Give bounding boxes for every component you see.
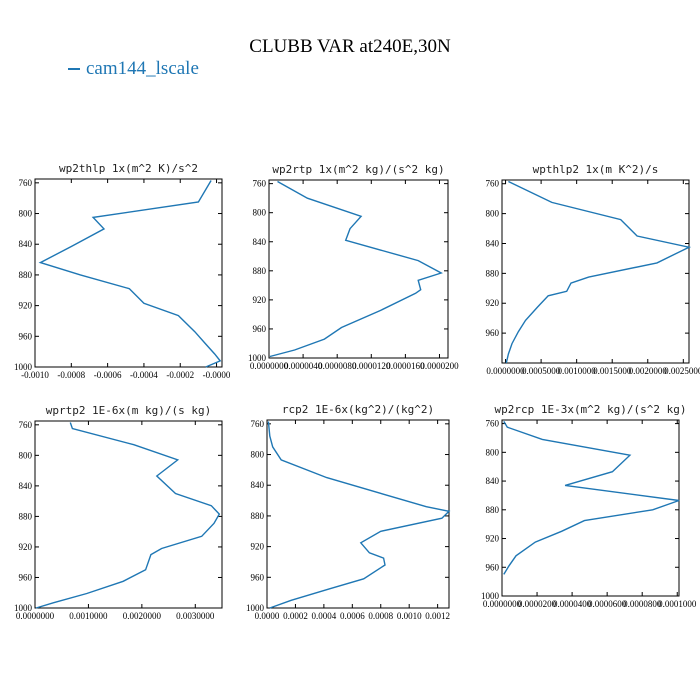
y-tick-label: 880: [251, 511, 265, 521]
y-tick-label: 960: [486, 328, 500, 338]
series-line: [267, 421, 451, 609]
y-tick-label: 760: [486, 179, 500, 189]
plot-title: wprtp2 1E-6x(m kg)/(s kg): [46, 404, 212, 417]
x-tick-label: 0.0000160: [386, 361, 425, 371]
x-tick-label: 0.0030000: [176, 611, 215, 621]
series-line: [269, 180, 443, 358]
y-tick-label: 840: [486, 238, 500, 248]
plot-frame: [34, 420, 223, 609]
x-tick-label: 0.0000000: [486, 366, 525, 376]
y-tick-label: 920: [251, 542, 265, 552]
x-tick-label: 0.0020000: [629, 366, 668, 376]
x-tick-label: 0.0000800: [623, 599, 662, 609]
legend-line-swatch: [68, 68, 80, 70]
y-tick-label: 960: [19, 572, 33, 582]
x-tick-label: 0.0000080: [318, 361, 357, 371]
x-tick-label: 0.0000040: [284, 361, 323, 371]
x-tick-label: 0.0005000: [522, 366, 561, 376]
x-tick-label: -0.0008: [57, 370, 85, 380]
y-tick-label: 960: [19, 331, 33, 341]
y-tick-label: 880: [486, 505, 500, 515]
y-tick-label: 840: [19, 481, 33, 491]
y-tick-label: 840: [19, 239, 33, 249]
plot-frame: [266, 419, 450, 609]
y-tick-label: 960: [486, 562, 500, 572]
y-tick-label: 880: [253, 266, 267, 276]
plot-title: wp2thlp 1x(m^2 K)/s^2: [59, 162, 198, 175]
y-tick-label: 1000: [14, 603, 33, 613]
x-tick-label: 0.0000000: [16, 611, 55, 621]
plot-frame: [501, 179, 690, 364]
y-tick-label: 1000: [14, 362, 33, 372]
x-tick-label: 0.0008: [368, 611, 393, 621]
y-tick-label: 840: [486, 476, 500, 486]
x-tick-label: -0.0004: [130, 370, 158, 380]
x-tick-label: -0.0010: [21, 370, 49, 380]
x-tick-label: -0.0000: [203, 370, 231, 380]
y-tick-label: 800: [251, 450, 265, 460]
y-tick-label: 800: [253, 208, 267, 218]
y-tick-label: 920: [253, 295, 267, 305]
y-tick-label: 960: [253, 324, 267, 334]
x-tick-label: 0.0010000: [69, 611, 108, 621]
legend: cam144_lscale: [68, 58, 199, 80]
y-tick-label: 1000: [246, 603, 265, 613]
y-tick-label: 1000: [481, 591, 500, 601]
plot-frame: [268, 179, 449, 359]
x-tick-label: 0.0025000: [664, 366, 700, 376]
plot-title: rcp2 1E-6x(kg^2)/(kg^2): [282, 403, 434, 416]
y-tick-label: 920: [19, 301, 33, 311]
x-tick-label: 0.0020000: [123, 611, 162, 621]
y-tick-label: 800: [486, 209, 500, 219]
y-tick-label: 840: [251, 480, 265, 490]
x-tick-label: 0.0002: [283, 611, 308, 621]
plot-title: wp2rtp 1x(m^2 kg)/(s^2 kg): [272, 163, 444, 176]
y-tick-label: 760: [486, 419, 500, 429]
series-line: [38, 180, 222, 368]
plot-title: wp2rcp 1E-3x(m^2 kg)/(s^2 kg): [494, 403, 686, 416]
x-tick-label: 0.0000000: [483, 599, 522, 609]
series-line: [505, 180, 692, 364]
y-tick-label: 880: [19, 511, 33, 521]
y-tick-label: 920: [19, 542, 33, 552]
plot-frame: [501, 419, 680, 597]
figure-title: CLUBB VAR at240E,30N: [249, 36, 451, 57]
x-tick-label: 0.0012: [425, 611, 450, 621]
series-line: [35, 422, 221, 609]
x-tick-label: 0.0000200: [518, 599, 557, 609]
legend-label: cam144_lscale: [86, 58, 199, 79]
x-tick-label: 0.0015000: [593, 366, 632, 376]
x-tick-label: 0.0000000: [250, 361, 289, 371]
y-tick-label: 880: [486, 268, 500, 278]
x-tick-label: 0.0010000: [558, 366, 597, 376]
y-tick-label: 760: [19, 420, 33, 430]
y-tick-label: 840: [253, 237, 267, 247]
x-tick-label: 0.0000: [255, 611, 280, 621]
y-tick-label: 920: [486, 534, 500, 544]
y-tick-label: 1000: [248, 353, 267, 363]
y-tick-label: 760: [19, 178, 33, 188]
x-tick-label: 0.0000400: [553, 599, 592, 609]
x-tick-label: 0.0001000: [658, 599, 697, 609]
y-tick-label: 880: [19, 270, 33, 280]
x-tick-label: 0.0000120: [352, 361, 391, 371]
x-tick-label: 0.0004: [312, 611, 337, 621]
y-tick-label: 800: [19, 450, 33, 460]
y-tick-label: 800: [486, 447, 500, 457]
plot-title: wpthlp2 1x(m K^2)/s: [533, 163, 659, 176]
x-tick-label: -0.0002: [166, 370, 194, 380]
y-tick-label: 960: [251, 572, 265, 582]
x-tick-label: 0.0000200: [420, 361, 459, 371]
x-tick-label: 0.0006: [340, 611, 365, 621]
x-tick-label: 0.0000600: [588, 599, 627, 609]
y-tick-label: 800: [19, 209, 33, 219]
y-tick-label: 920: [486, 298, 500, 308]
x-tick-label: 0.0010: [397, 611, 422, 621]
y-tick-label: 760: [251, 419, 265, 429]
plot-frame: [34, 178, 223, 368]
y-tick-label: 760: [253, 179, 267, 189]
x-tick-label: -0.0006: [94, 370, 122, 380]
series-line: [503, 421, 680, 575]
